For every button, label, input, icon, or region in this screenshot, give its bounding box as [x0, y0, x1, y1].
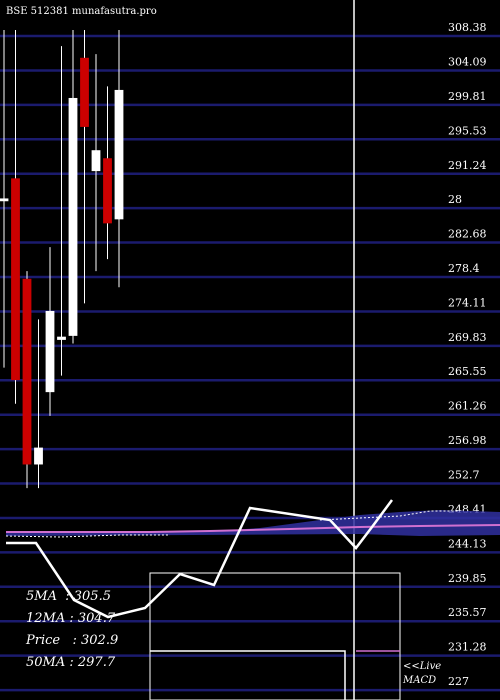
price-tick-label: 227 — [448, 675, 469, 688]
macd-label: <<Live MACD — [403, 661, 442, 686]
price-tick-label: 256.98 — [448, 434, 487, 447]
ma12-label: 12MA : — [26, 611, 78, 626]
price-tick-label: 291.24 — [448, 159, 487, 172]
price-label: Price : — [26, 633, 82, 648]
candle-body — [34, 447, 43, 465]
price-tick-label: 239.85 — [448, 572, 487, 585]
price-tick-label: 299.81 — [448, 90, 487, 103]
price-tick-label: 278.4 — [448, 262, 480, 275]
macd-box-line — [150, 650, 346, 700]
candle-body — [22, 278, 32, 465]
macd-dotted-line — [5, 534, 170, 538]
ma50-value: 297.7 — [77, 655, 116, 670]
ma5-readout: 5MA : 305.5 — [26, 589, 111, 604]
candle-body — [114, 89, 124, 220]
price-tick-label: 308.38 — [448, 21, 487, 34]
price-tick-label: 265.55 — [448, 365, 487, 378]
macd-signal-line — [6, 524, 500, 533]
chart-title: BSE 512381 munafasutra.pro — [6, 6, 157, 17]
price-tick-label: 282.68 — [448, 228, 487, 241]
candle-body — [57, 336, 66, 340]
price-tick-label: 269.83 — [448, 331, 487, 344]
price-tick-label: 231.28 — [448, 641, 487, 654]
ma50-label: 50MA : — [26, 655, 78, 670]
macd-dotted-line — [319, 510, 460, 521]
price-tick-label: 244.13 — [448, 537, 487, 550]
ma5-label: 5MA : — [26, 589, 74, 604]
price-tick-label: 261.26 — [448, 400, 487, 413]
price-tick-label: 295.53 — [448, 124, 487, 137]
ma5-value: 305.5 — [73, 589, 111, 604]
macd-histogram — [6, 510, 500, 536]
ma50-readout: 50MA : 297.7 — [26, 655, 115, 670]
candle-body — [68, 97, 78, 336]
price-readout: Price : 302.9 — [26, 633, 118, 648]
macd-box — [149, 572, 401, 700]
candle-body — [11, 178, 20, 381]
candle-body — [0, 198, 9, 202]
candle-body — [80, 57, 89, 127]
price-tick-label: 274.11 — [448, 296, 487, 309]
candle-body — [91, 150, 101, 172]
price-tick-label: 28 — [448, 193, 462, 206]
price-tick-label: 235.57 — [448, 606, 487, 619]
candle-body — [45, 310, 55, 393]
price-tick-label: 252.7 — [448, 469, 480, 482]
ma12-value: 304.7 — [77, 611, 116, 626]
macd-line — [6, 499, 394, 619]
candle-body — [103, 158, 112, 224]
price-value: 302.9 — [81, 633, 119, 648]
price-tick-label: 304.09 — [448, 55, 487, 68]
ma12-readout: 12MA : 304.7 — [26, 611, 115, 626]
